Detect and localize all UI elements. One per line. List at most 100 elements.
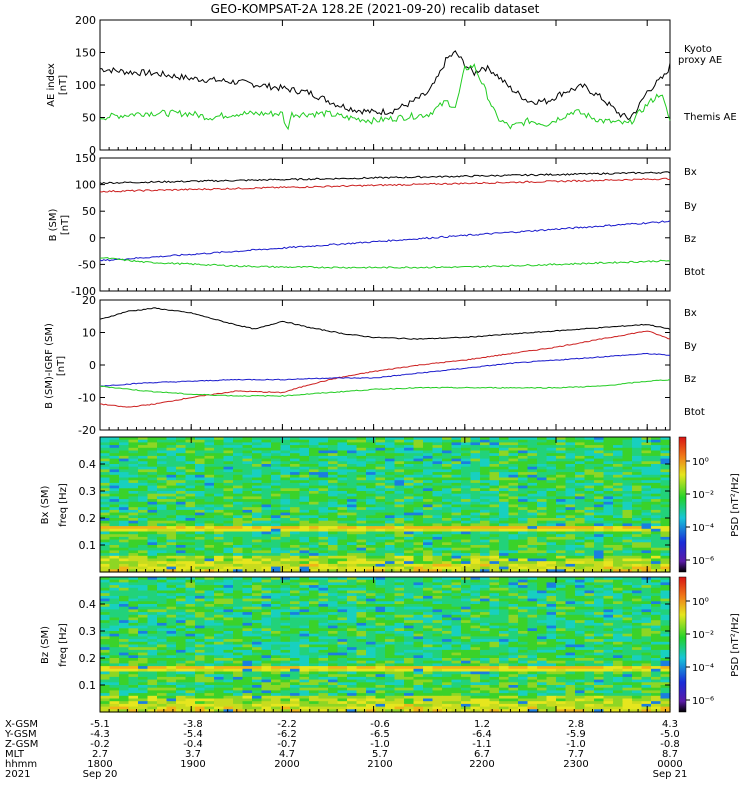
bx-spec-cell <box>119 445 130 449</box>
bx-spec-cell <box>499 439 510 443</box>
bz-spec-cell <box>356 658 367 662</box>
bz-spec-cell <box>185 617 196 621</box>
bx-spec-cell <box>185 550 196 554</box>
bz-spec-cell <box>157 582 168 586</box>
bx-spec-cell <box>280 528 291 533</box>
bx-spec-cell <box>556 526 567 530</box>
bz-spec-cell <box>660 622 671 627</box>
bx-spec-cell <box>128 501 139 506</box>
bx-spec-cell <box>537 558 548 562</box>
bx-spec-cell <box>660 531 671 535</box>
bx-spec-cell <box>480 472 491 476</box>
bx-spec-cell <box>119 466 130 470</box>
bx-spec-cell <box>176 563 187 568</box>
bx-spec-cell <box>261 526 272 530</box>
bx-spec-cell <box>195 555 206 560</box>
bz-spec-cell <box>594 631 605 635</box>
bx-spec-cell <box>176 534 187 538</box>
bz-spec-cell <box>423 639 434 643</box>
bz-spec-cell <box>432 647 443 651</box>
bz-spec-cell <box>299 617 310 621</box>
bz-spec-cell <box>499 593 510 597</box>
bz-spec-cell <box>641 620 652 624</box>
bx-spec-cell <box>660 488 671 492</box>
bx-spec-cell <box>461 482 472 487</box>
bz-spec-cell <box>195 620 206 624</box>
bx-spec-cell <box>166 566 177 570</box>
bx-spec-cell <box>461 509 472 514</box>
bx-spec-cell <box>119 569 130 573</box>
bx-spec-cell <box>499 553 510 557</box>
bz-spec-cell <box>366 579 377 583</box>
bz-spec-cell <box>622 617 633 621</box>
bz-spec-cell <box>223 652 234 656</box>
bx-spec-cell <box>594 480 605 484</box>
bx-spec-cell <box>375 480 386 484</box>
bz-spec-cell <box>613 636 624 640</box>
bx-spec-cell <box>499 491 510 495</box>
bz-spec-cell <box>546 606 557 610</box>
bx-spec-cell <box>480 507 491 511</box>
bz-spec-cell <box>660 644 671 648</box>
bx-spec-cell <box>442 526 453 530</box>
bx-spec-cell <box>423 491 434 495</box>
bz-spec-cell <box>195 628 206 632</box>
bx-spec-cell <box>480 509 491 514</box>
bz-spec-cell <box>290 617 301 621</box>
bx-spec-cell <box>518 563 529 568</box>
bz-spec-cell <box>242 593 253 597</box>
bx-spec-cell <box>565 447 576 452</box>
bz-spec-cell <box>470 652 481 656</box>
bx-spec-cell <box>432 509 443 514</box>
bx-spec-cell <box>423 531 434 535</box>
bx-spec-cell <box>375 550 386 554</box>
bx-spec-cell <box>280 464 291 468</box>
bx-spec-cell <box>499 509 510 514</box>
bx-spec-cell <box>632 507 643 511</box>
bx-spec-cell <box>271 472 282 476</box>
bx-spec-cell <box>546 515 557 519</box>
bx-spec-cell <box>385 523 396 527</box>
bz-spec-cell <box>176 612 187 616</box>
bx-spec-cell <box>451 545 462 549</box>
bx-spec-cell <box>195 501 206 506</box>
bx-spec-cell <box>622 439 633 443</box>
bx-spec-cell <box>489 466 500 470</box>
bx-spec-cell <box>328 563 339 568</box>
bx-spec-ylabel2: freq [Hz] <box>58 483 69 527</box>
bz-spec-cell <box>508 612 519 616</box>
bx-spec-cell <box>546 509 557 514</box>
bz-spec-cell <box>166 577 177 581</box>
bx-spec-cell <box>119 518 130 522</box>
bx-spec-cell <box>442 499 453 503</box>
bz-spec-cell <box>204 614 215 619</box>
bx-spec-cell <box>480 464 491 468</box>
bx-spec-cell <box>413 536 424 541</box>
bx-spec-cell <box>546 507 557 511</box>
bz-spec-cell <box>480 582 491 586</box>
bz-spec-cell <box>385 631 396 635</box>
bx-spec-cell <box>565 450 576 454</box>
bx-spec-cell <box>128 555 139 560</box>
bx-spec-cell <box>328 534 339 538</box>
bx-spec-cell <box>242 439 253 443</box>
bz-spec-cell <box>100 612 111 616</box>
bx-spec-cell <box>119 447 130 452</box>
bz-spec-cell <box>594 606 605 610</box>
bx-spec-cell <box>584 512 595 516</box>
bz-spec-cell <box>128 652 139 656</box>
bx-spec-cell <box>451 526 462 530</box>
bz-spec-cell <box>328 641 339 646</box>
bx-spec-cell <box>518 512 529 516</box>
bx-spec-cell <box>147 445 158 449</box>
bz-spec-cell <box>214 649 225 654</box>
bx-spec-cell <box>128 566 139 570</box>
bx-spec-cell <box>603 485 614 489</box>
bx-spec-cell <box>470 566 481 570</box>
dbsm-yunit: [nT] <box>56 356 67 376</box>
bx-spec-cell <box>565 526 576 530</box>
bx-spec-cell <box>537 563 548 568</box>
bx-spec-cell <box>565 461 576 465</box>
bx-spec-cell <box>280 491 291 495</box>
bz-spec-cell <box>375 647 386 651</box>
